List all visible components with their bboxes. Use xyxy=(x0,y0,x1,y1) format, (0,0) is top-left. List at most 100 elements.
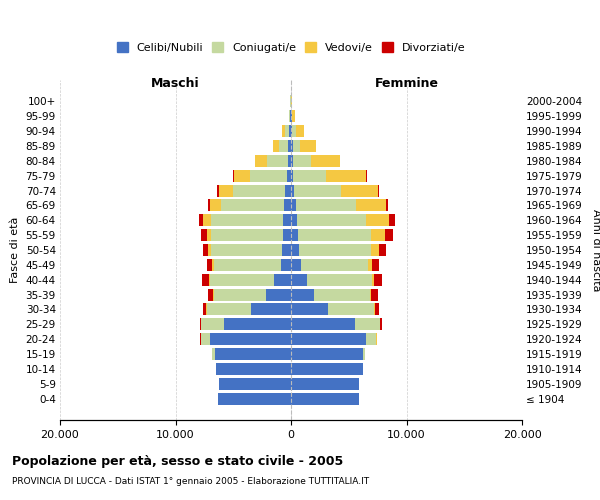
Bar xyxy=(292,110,295,122)
Bar xyxy=(326,170,366,181)
Bar xyxy=(285,184,291,196)
Bar xyxy=(214,259,281,271)
Bar xyxy=(299,244,371,256)
Bar xyxy=(216,363,291,375)
Bar xyxy=(250,170,287,181)
Bar xyxy=(374,304,375,316)
Bar xyxy=(291,170,293,181)
Bar xyxy=(341,184,377,196)
Bar xyxy=(291,244,299,256)
Bar xyxy=(210,274,274,285)
Bar xyxy=(299,140,316,152)
Bar xyxy=(208,200,210,211)
Bar xyxy=(296,125,304,137)
Bar xyxy=(283,125,284,137)
Bar xyxy=(374,274,382,285)
Bar xyxy=(293,140,299,152)
Bar xyxy=(311,155,340,167)
Bar xyxy=(211,244,283,256)
Text: Maschi: Maschi xyxy=(151,77,200,90)
Bar xyxy=(291,318,355,330)
Bar xyxy=(208,288,213,300)
Bar xyxy=(371,288,377,300)
Bar xyxy=(291,378,359,390)
Y-axis label: Anni di nascita: Anni di nascita xyxy=(591,209,600,291)
Bar xyxy=(201,333,210,345)
Bar xyxy=(279,140,288,152)
Bar xyxy=(288,140,291,152)
Bar xyxy=(283,214,291,226)
Bar xyxy=(297,214,366,226)
Bar xyxy=(220,378,291,390)
Legend: Celibi/Nubili, Coniugati/e, Vedovi/e, Divorziati/e: Celibi/Nubili, Coniugati/e, Vedovi/e, Di… xyxy=(112,38,470,58)
Bar xyxy=(291,155,293,167)
Bar xyxy=(292,125,296,137)
Bar xyxy=(291,274,307,285)
Bar xyxy=(375,304,379,316)
Bar xyxy=(251,304,291,316)
Bar xyxy=(371,244,379,256)
Bar xyxy=(287,170,291,181)
Bar xyxy=(215,348,291,360)
Bar xyxy=(266,288,291,300)
Bar xyxy=(291,304,328,316)
Bar xyxy=(296,200,356,211)
Bar xyxy=(385,229,392,241)
Bar xyxy=(233,170,234,181)
Bar xyxy=(267,155,287,167)
Bar xyxy=(366,333,376,345)
Bar xyxy=(298,229,371,241)
Bar xyxy=(291,259,301,271)
Bar xyxy=(211,214,283,226)
Bar xyxy=(291,184,295,196)
Text: PROVINCIA DI LUCCA - Dati ISTAT 1° gennaio 2005 - Elaborazione TUTTITALIA.IT: PROVINCIA DI LUCCA - Dati ISTAT 1° genna… xyxy=(12,478,369,486)
Bar xyxy=(209,274,210,285)
Bar xyxy=(368,259,373,271)
Bar xyxy=(218,392,291,404)
Bar xyxy=(234,170,250,181)
Bar xyxy=(210,333,291,345)
Bar xyxy=(295,184,341,196)
Bar xyxy=(233,184,285,196)
Bar xyxy=(293,170,326,181)
Bar xyxy=(291,348,362,360)
Bar xyxy=(373,259,379,271)
Bar xyxy=(220,184,233,196)
Bar xyxy=(202,274,209,285)
Bar xyxy=(221,200,284,211)
Bar xyxy=(291,333,366,345)
Bar xyxy=(301,259,368,271)
Bar xyxy=(206,229,211,241)
Bar xyxy=(291,140,293,152)
Bar xyxy=(203,304,206,316)
Bar xyxy=(208,244,211,256)
Bar xyxy=(254,155,255,167)
Bar xyxy=(362,348,365,360)
Bar xyxy=(289,110,290,122)
Bar xyxy=(314,288,370,300)
Bar xyxy=(371,229,385,241)
Bar xyxy=(206,304,251,316)
Bar xyxy=(355,318,380,330)
Bar xyxy=(217,184,220,196)
Bar xyxy=(284,125,289,137)
Bar xyxy=(380,318,382,330)
Y-axis label: Fasce di età: Fasce di età xyxy=(10,217,20,283)
Bar xyxy=(199,214,203,226)
Bar xyxy=(281,259,291,271)
Bar xyxy=(274,274,291,285)
Bar xyxy=(293,155,311,167)
Bar xyxy=(289,125,291,137)
Bar xyxy=(214,288,266,300)
Bar xyxy=(291,214,297,226)
Bar xyxy=(284,200,291,211)
Bar xyxy=(386,200,388,211)
Bar xyxy=(291,392,359,404)
Text: Femmine: Femmine xyxy=(374,77,439,90)
Bar xyxy=(379,244,386,256)
Bar xyxy=(213,288,214,300)
Bar xyxy=(291,288,314,300)
Bar xyxy=(356,200,386,211)
Bar xyxy=(328,304,374,316)
Bar xyxy=(372,274,374,285)
